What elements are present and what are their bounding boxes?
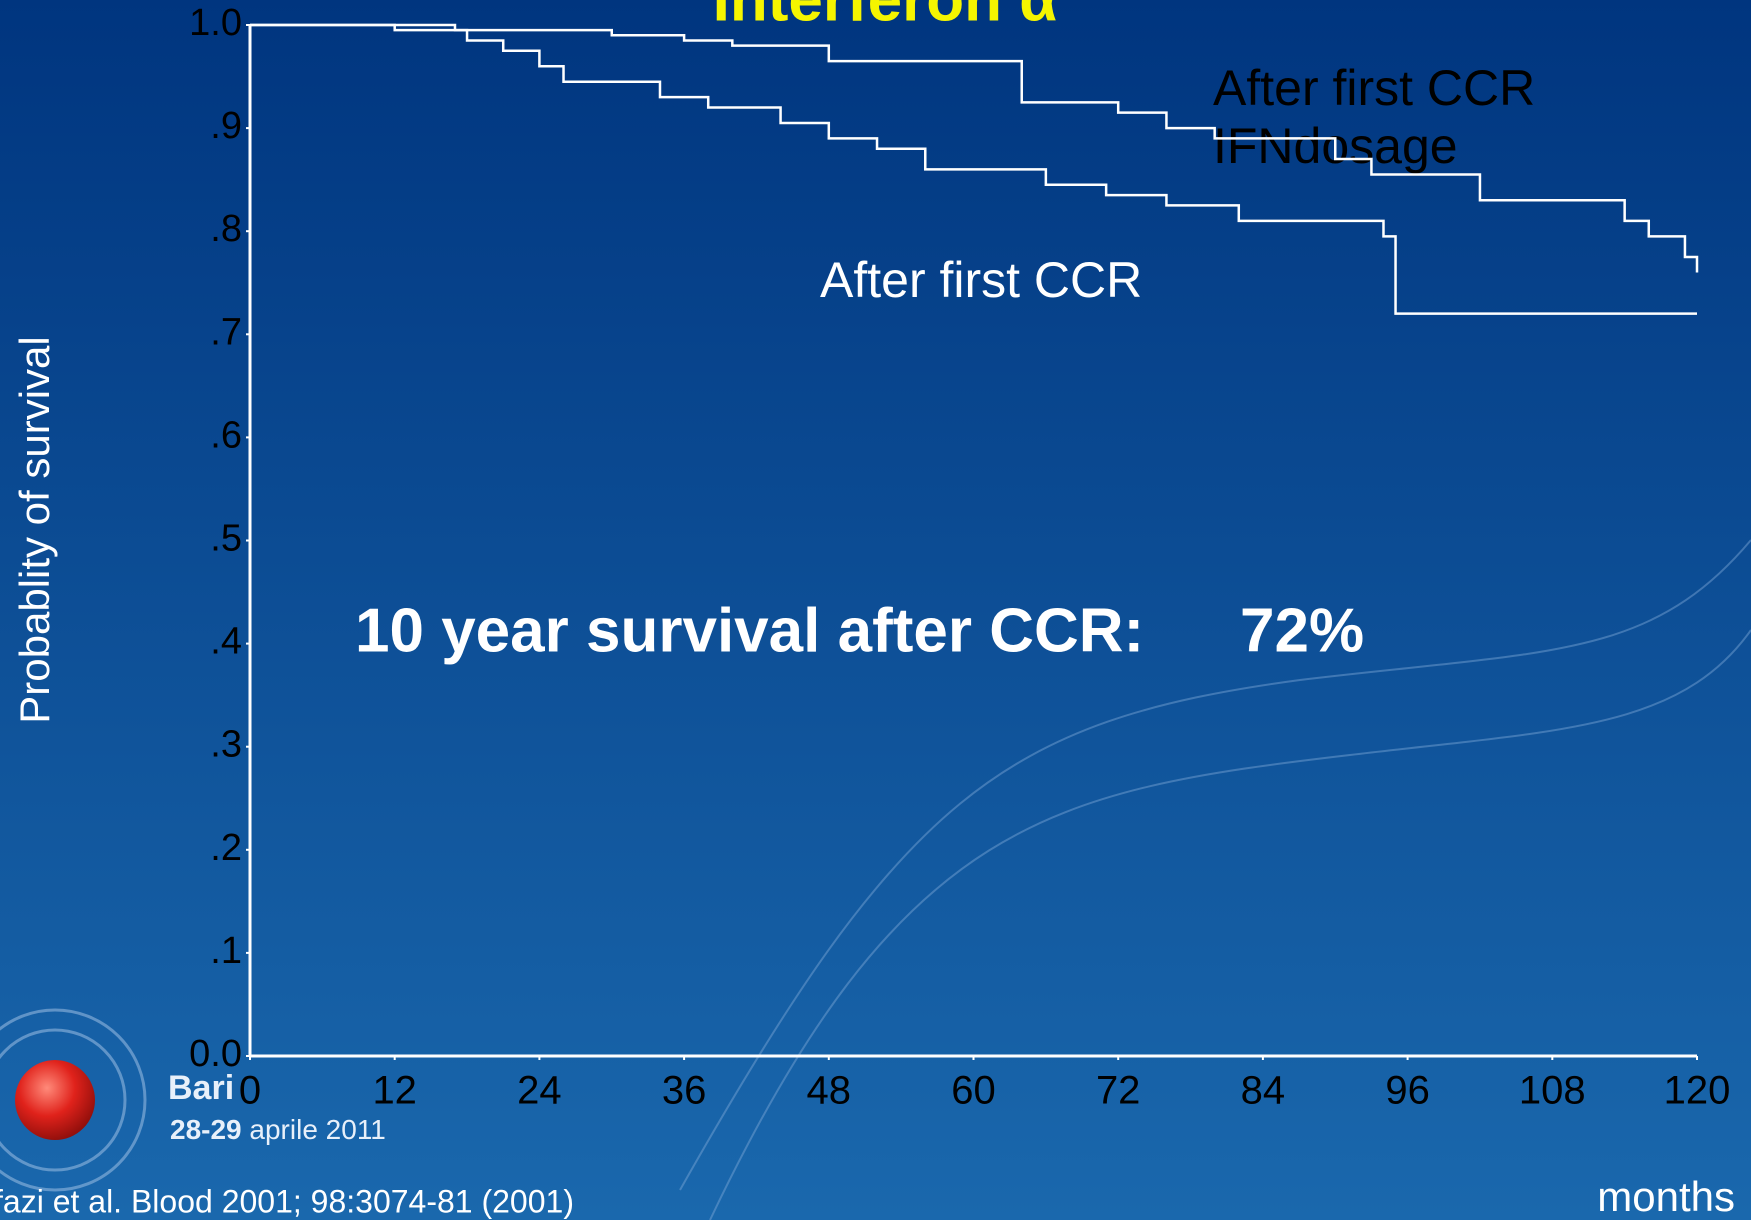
y-tick-label: 1.0	[189, 2, 242, 44]
y-axis-label: Probablity of survival	[11, 336, 58, 724]
x-tick-label: 84	[1241, 1069, 1286, 1113]
chart-title: Interferon α	[713, 0, 1058, 34]
x-tick-label: 72	[1096, 1069, 1141, 1113]
y-tick-label: .1	[210, 930, 242, 972]
logo-city: Bari	[168, 1069, 234, 1107]
y-tick-label: .4	[210, 621, 242, 663]
annotation: After first CCR	[1213, 60, 1535, 116]
x-tick-label: 0	[239, 1069, 261, 1113]
x-tick-label: 120	[1664, 1069, 1731, 1113]
x-tick-label: 60	[951, 1069, 996, 1113]
logo-ring	[0, 1008, 147, 1192]
y-tick-label: 0.0	[189, 1033, 242, 1075]
x-tick-label: 36	[662, 1069, 707, 1113]
annotation: After first CCR	[820, 252, 1142, 308]
x-tick-label: 12	[372, 1069, 417, 1113]
citation: fazi et al. Blood 2001; 98:3074-81 (2001…	[0, 1183, 574, 1219]
y-tick-label: .8	[210, 208, 242, 250]
logo-month: aprile 2011	[249, 1114, 385, 1145]
y-tick-label: .3	[210, 724, 242, 766]
logo-ring	[0, 1028, 127, 1172]
y-tick-label: .7	[210, 311, 242, 353]
x-axis-label: months	[1597, 1173, 1735, 1220]
y-tick-label: .2	[210, 827, 242, 869]
logo-days: 28-29	[170, 1114, 242, 1145]
logo-ball	[15, 1060, 95, 1140]
y-tick-label: .6	[210, 414, 242, 456]
survival-curve	[250, 23, 1699, 273]
annotation: 10 year survival after CCR:	[355, 596, 1144, 665]
logo-date: 28-29 aprile 2011	[170, 1114, 386, 1145]
survival-curve	[250, 23, 1697, 315]
decor-curve	[709, 629, 1751, 1220]
x-tick-label: 24	[517, 1069, 562, 1113]
y-tick-label: .5	[210, 518, 242, 560]
logo: Bari 28-29 aprile 2011	[0, 1008, 386, 1192]
x-tick-label: 108	[1519, 1069, 1586, 1113]
decor-curve	[679, 539, 1751, 1191]
x-tick-label: 96	[1385, 1069, 1430, 1113]
y-tick-label: .9	[210, 105, 242, 147]
x-tick-label: 48	[807, 1069, 852, 1113]
annotation: 72%	[1240, 596, 1364, 665]
